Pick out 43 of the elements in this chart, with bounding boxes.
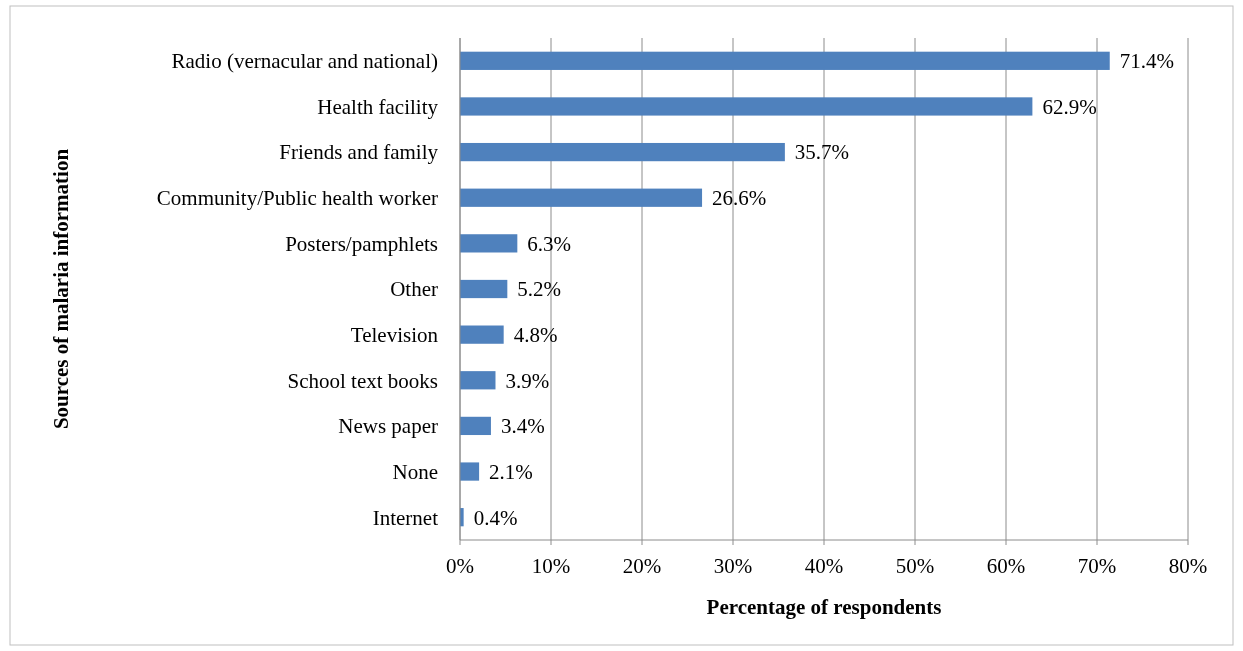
data-label: 71.4% — [1119, 49, 1174, 74]
x-tick-label: 20% — [622, 554, 662, 578]
data-label: 0.4% — [473, 505, 518, 530]
data-label: 4.8% — [513, 322, 558, 347]
y-tick-label: Television — [350, 322, 439, 347]
y-tick-label: Other — [390, 277, 438, 302]
x-axis-title: Percentage of respondents — [706, 595, 942, 619]
bar — [460, 371, 496, 390]
y-axis-title: Sources of malaria information — [49, 148, 73, 430]
x-tick-label: 40% — [804, 554, 844, 578]
data-label: 5.2% — [517, 277, 562, 302]
x-tick-label: 0% — [446, 554, 474, 578]
bar — [460, 188, 703, 207]
bar — [460, 325, 504, 344]
y-tick-label: Internet — [372, 505, 439, 530]
bar — [460, 279, 508, 299]
y-tick-label: Radio (vernacular and national) — [171, 49, 439, 74]
x-tick-label: 50% — [895, 554, 935, 578]
bar — [460, 416, 491, 436]
data-label: 6.3% — [527, 231, 572, 256]
y-tick-label: News paper — [338, 414, 438, 439]
y-tick-label: Health facility — [317, 94, 439, 119]
x-tick-label: 30% — [713, 554, 753, 578]
x-tick-label: 60% — [986, 554, 1026, 578]
bar — [460, 51, 1110, 70]
y-tick-label: Community/Public health worker — [156, 186, 438, 211]
data-label: 3.9% — [505, 368, 550, 393]
y-tick-label: School text books — [287, 368, 438, 393]
bar — [460, 234, 518, 253]
data-label: 26.6% — [712, 186, 767, 211]
bar — [460, 462, 480, 481]
x-tick-label: 70% — [1077, 554, 1117, 578]
data-label: 62.9% — [1042, 94, 1097, 119]
bar — [460, 97, 1033, 116]
data-label: 3.4% — [500, 414, 545, 439]
y-tick-label: Friends and family — [279, 140, 439, 165]
y-tick-label: None — [392, 459, 438, 484]
data-label: 2.1% — [489, 459, 533, 484]
bar — [460, 142, 785, 162]
x-tick-label: 10% — [531, 554, 571, 578]
y-tick-label: Posters/pamphlets — [285, 231, 438, 256]
data-label: 35.7% — [794, 140, 850, 165]
x-tick-label: 80% — [1168, 554, 1208, 578]
